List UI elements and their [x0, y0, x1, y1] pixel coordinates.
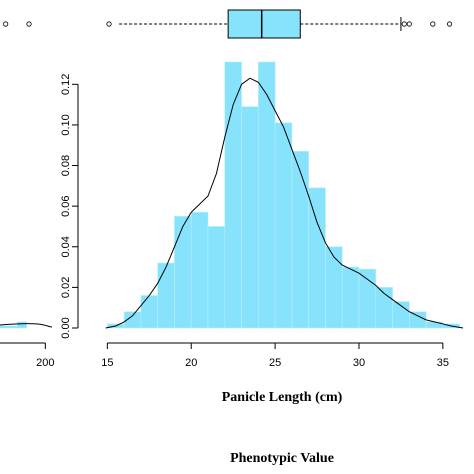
x-tick-label-2: 25	[269, 357, 281, 369]
boxplot-outlier-0	[106, 21, 112, 27]
left-panel-chart: 200	[0, 21, 55, 369]
y-tick-label-5: 0.10	[60, 114, 72, 135]
x-tick-label-3: 30	[353, 357, 365, 369]
left-histogram-bar-1	[17, 321, 27, 329]
panicle-length-chart: 0.00 0.02 0.04 0.06 0.08 0.10 0.12 15 20 25 30 35	[60, 9, 464, 369]
boxplot-outlier-4	[446, 21, 453, 27]
histogram-bar-5	[190, 211, 209, 329]
histogram-bar-13	[325, 246, 343, 329]
x-tick-label-4: 35	[437, 357, 449, 369]
y-tick-label-4: 0.08	[60, 155, 72, 176]
boxplot-outlier-2	[406, 21, 412, 27]
histogram-bar-10	[274, 122, 293, 329]
x-tick-label-1: 20	[185, 357, 197, 369]
histogram-bar-15	[358, 268, 377, 329]
x-tick-label-0: 15	[101, 357, 113, 369]
histogram-bar-14	[341, 266, 360, 329]
histogram-bar-18	[409, 311, 427, 329]
histogram-bar-8	[241, 106, 259, 329]
histogram-bar-7	[224, 61, 242, 329]
histogram-bar-6	[207, 226, 226, 329]
left-density-curve	[0, 323, 53, 328]
x-axis-title-phenotypic-value: Phenotypic Value	[230, 451, 334, 466]
y-tick-label-1: 0.02	[60, 277, 72, 298]
left-boxplot-outlier-1	[26, 21, 32, 27]
left-x-tick-label-0: 200	[36, 357, 54, 369]
histogram-bar-2	[140, 295, 158, 329]
y-tick-label-2: 0.04	[60, 236, 72, 257]
left-histogram-bar-0	[0, 325, 18, 329]
boxplot-outlier-1	[401, 21, 407, 27]
histogram-bar-3	[157, 262, 175, 329]
x-axis-title-panicle-length: Panicle Length (cm)	[222, 390, 343, 405]
y-tick-label-0: 0.00	[60, 317, 72, 338]
histogram-bar-9	[258, 61, 276, 329]
left-boxplot-outlier-0	[3, 21, 9, 27]
y-tick-label-3: 0.06	[60, 195, 72, 216]
y-tick-label-6: 0.12	[60, 74, 72, 95]
density-curve	[105, 77, 464, 329]
boxplot-box	[227, 9, 301, 39]
histogram-bar-12	[308, 187, 326, 329]
histogram-bar-4	[174, 216, 192, 329]
histogram-bar-11	[291, 151, 309, 329]
boxplot-outlier-3	[430, 21, 436, 27]
